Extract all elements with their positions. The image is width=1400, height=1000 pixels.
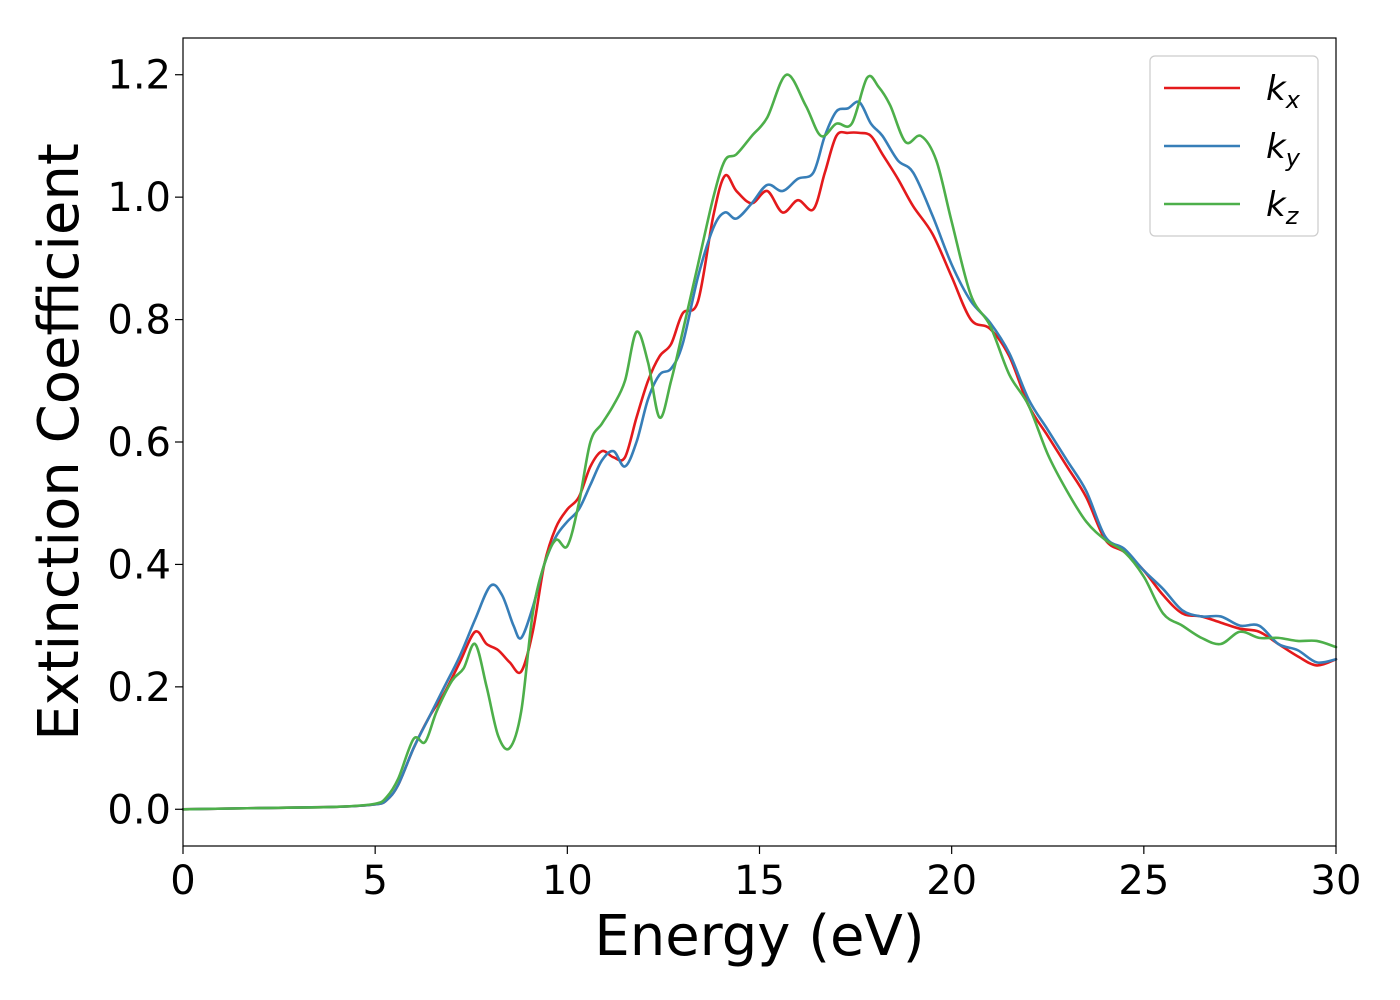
x-tick-label: 15 xyxy=(734,858,785,904)
x-tick-label: 0 xyxy=(170,858,195,904)
legend-label-z: kz xyxy=(1266,185,1300,230)
series-line-z xyxy=(181,73,1338,811)
y-tick-label: 0.0 xyxy=(107,787,171,833)
y-tick-label: 0.6 xyxy=(107,420,171,466)
legend: kx ky kz xyxy=(1149,55,1319,237)
series-layer xyxy=(181,73,1338,811)
x-tick-label: 5 xyxy=(362,858,387,904)
y-axis: 0.0 0.2 0.4 0.6 0.8 1.0 1.2 xyxy=(107,53,183,833)
x-tick-label: 30 xyxy=(1311,858,1362,904)
x-tick-label: 25 xyxy=(1118,858,1169,904)
y-tick-label: 1.0 xyxy=(107,175,171,221)
x-axis-label: Energy (eV) xyxy=(594,904,924,969)
x-tick-label: 20 xyxy=(926,858,977,904)
y-tick-label: 0.4 xyxy=(107,542,171,588)
y-tick-label: 1.2 xyxy=(107,53,171,99)
x-tick-label: 10 xyxy=(542,858,593,904)
y-axis-label: Extinction Coefficient xyxy=(27,143,92,741)
legend-label-y: ky xyxy=(1266,127,1301,172)
series-line-y xyxy=(181,100,1338,811)
x-axis: 0 5 10 15 20 25 30 xyxy=(170,846,1361,904)
legend-label-x: kx xyxy=(1266,69,1301,114)
y-tick-label: 0.8 xyxy=(107,298,171,344)
y-tick-label: 0.2 xyxy=(107,665,171,711)
